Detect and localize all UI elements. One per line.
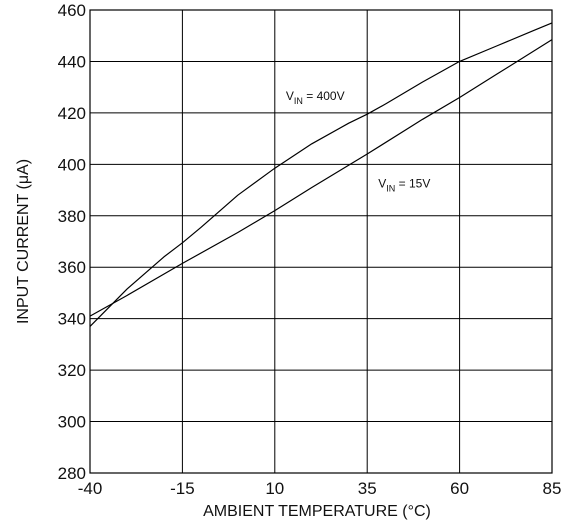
y-axis-title: INPUT CURRENT (μA)	[15, 159, 32, 324]
y-tick-label: 380	[58, 207, 86, 226]
series-label-vin-400v: VIN = 400V	[286, 89, 345, 106]
x-tick-label: -40	[78, 479, 103, 498]
y-tick-label: 300	[58, 413, 86, 432]
x-tick-label: 35	[358, 479, 377, 498]
series-line-vin-15v	[89, 39, 553, 317]
x-axis-title: AMBIENT TEMPERATURE (°C)	[203, 503, 431, 520]
y-tick-label: 440	[58, 52, 86, 71]
annotations: VIN = 400V VIN = 15V	[286, 89, 430, 193]
series-label-vin-15v: VIN = 15V	[378, 176, 430, 193]
y-tick-labels: 280 300 320 340 360 380 400 420 440 460	[58, 1, 86, 483]
grid	[89, 9, 553, 474]
y-tick-label: 280	[58, 464, 86, 483]
y-tick-label: 420	[58, 104, 86, 123]
x-tick-label: 10	[265, 479, 284, 498]
x-tick-labels: -40 -15 10 35 60 85	[78, 479, 562, 498]
x-tick-label: -15	[170, 479, 195, 498]
x-tick-label: 60	[450, 479, 469, 498]
y-tick-label: 460	[58, 1, 86, 20]
y-tick-label: 360	[58, 258, 86, 277]
series-lines	[89, 22, 553, 327]
series-line-vin-400v	[89, 22, 553, 327]
plot-frame	[89, 9, 553, 474]
y-tick-label: 400	[58, 155, 86, 174]
x-tick-label: 85	[543, 479, 562, 498]
y-tick-label: 340	[58, 310, 86, 329]
y-tick-label: 320	[58, 361, 86, 380]
